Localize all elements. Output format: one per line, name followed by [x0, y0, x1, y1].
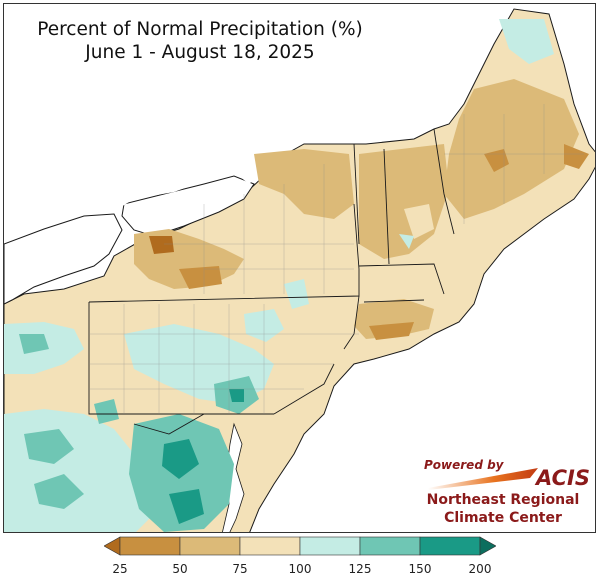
- center-name-line-1: Northeast Regional: [426, 492, 580, 508]
- ontario-canada-land: [4, 4, 289, 239]
- colorbar-tick-label: 200: [468, 562, 492, 576]
- legend-bin-25-50: [119, 536, 181, 556]
- legend-bin-<25: [104, 536, 121, 556]
- state-borders: [88, 128, 455, 435]
- legend-bin-50-75: [179, 536, 241, 556]
- atlantic-ocean: [249, 166, 595, 532]
- title-line-2: June 1 - August 18, 2025: [85, 42, 315, 63]
- land-base: [4, 4, 595, 532]
- precipitation-map: [4, 4, 595, 532]
- legend-bin-75-100: [239, 536, 301, 556]
- map-frame: [3, 3, 596, 533]
- legend-bin-150-200: [419, 536, 481, 556]
- acis-logo-text: ACIS: [536, 466, 590, 490]
- colorbar-tick-label: 50: [172, 562, 188, 576]
- colorbar-tick-label: 150: [408, 562, 432, 576]
- acis-branding: Powered by ACIS Northeast Regional Clima…: [418, 452, 590, 532]
- colorbar-legend: [104, 536, 496, 556]
- legend-bin-100-125: [299, 536, 361, 556]
- colorbar-tick-label: 125: [348, 562, 372, 576]
- colorbar-tick-label: 75: [232, 562, 248, 576]
- precip-shading: [4, 19, 589, 532]
- colorbar-tick-label: 25: [112, 562, 128, 576]
- powered-by-label: Powered by: [424, 458, 504, 472]
- county-lines: [89, 104, 584, 414]
- center-name-line-2: Climate Center: [444, 510, 562, 526]
- lake-ontario: [121, 175, 255, 237]
- lake-erie: [4, 213, 123, 305]
- map-title: Percent of Normal Precipitation (%) June…: [0, 18, 400, 64]
- legend-bin-125-150: [359, 536, 421, 556]
- legend-bin->200: [479, 536, 496, 556]
- acis-swoosh-icon: [428, 468, 538, 490]
- colorbar-tick-label: 100: [288, 562, 312, 576]
- title-line-1: Percent of Normal Precipitation (%): [37, 19, 363, 40]
